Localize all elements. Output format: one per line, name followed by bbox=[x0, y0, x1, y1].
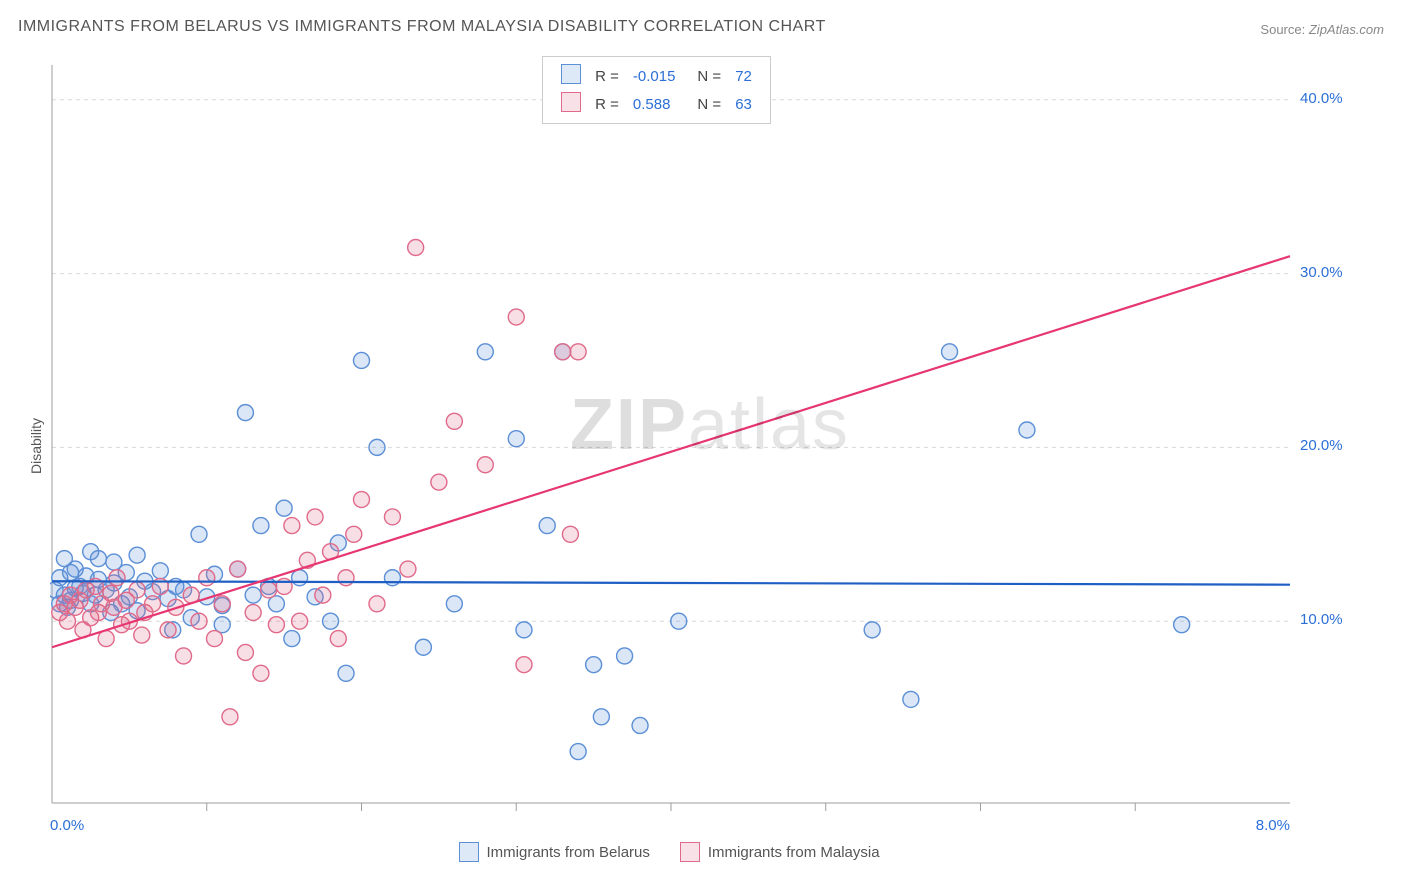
data-point-belarus bbox=[191, 526, 207, 542]
data-point-malaysia bbox=[191, 613, 207, 629]
axis-tick-label: 8.0% bbox=[1256, 817, 1290, 834]
data-point-malaysia bbox=[570, 344, 586, 360]
stat-n-malaysia: 63 bbox=[729, 91, 758, 117]
data-point-belarus bbox=[1019, 422, 1035, 438]
data-point-malaysia bbox=[261, 582, 277, 598]
axis-tick-label: 0.0% bbox=[50, 817, 84, 834]
data-point-malaysia bbox=[508, 309, 524, 325]
data-point-malaysia bbox=[562, 526, 578, 542]
data-point-belarus bbox=[323, 613, 339, 629]
data-point-belarus bbox=[253, 518, 269, 534]
data-point-malaysia bbox=[516, 657, 532, 673]
data-point-belarus bbox=[446, 596, 462, 612]
trend-line-malaysia bbox=[52, 256, 1290, 647]
legend-swatch bbox=[561, 92, 581, 112]
axis-tick-label: 30.0% bbox=[1300, 264, 1343, 281]
data-point-malaysia bbox=[354, 492, 370, 508]
data-point-malaysia bbox=[214, 596, 230, 612]
data-point-malaysia bbox=[400, 561, 416, 577]
axis-tick-label: 10.0% bbox=[1300, 611, 1343, 628]
data-point-malaysia bbox=[330, 631, 346, 647]
data-point-belarus bbox=[586, 657, 602, 673]
bottom-legend: Immigrants from Belarus Immigrants from M… bbox=[459, 842, 880, 862]
data-point-belarus bbox=[152, 563, 168, 579]
data-point-belarus bbox=[864, 622, 880, 638]
data-point-belarus bbox=[354, 352, 370, 368]
data-point-belarus bbox=[369, 439, 385, 455]
data-point-malaysia bbox=[134, 627, 150, 643]
legend-item-malaysia: Immigrants from Malaysia bbox=[680, 842, 880, 862]
data-point-malaysia bbox=[222, 709, 238, 725]
data-point-malaysia bbox=[346, 526, 362, 542]
data-point-malaysia bbox=[230, 561, 246, 577]
data-point-belarus bbox=[632, 717, 648, 733]
scatter-plot bbox=[50, 55, 1350, 835]
source-credit: Source: ZipAtlas.com bbox=[1260, 22, 1384, 37]
data-point-belarus bbox=[1174, 617, 1190, 633]
data-point-belarus bbox=[942, 344, 958, 360]
data-point-malaysia bbox=[284, 518, 300, 534]
data-point-belarus bbox=[593, 709, 609, 725]
legend-swatch bbox=[680, 842, 700, 862]
data-point-belarus bbox=[508, 431, 524, 447]
data-point-malaysia bbox=[206, 631, 222, 647]
data-point-malaysia bbox=[431, 474, 447, 490]
stat-r-belarus: -0.015 bbox=[627, 63, 682, 89]
axis-tick-label: 20.0% bbox=[1300, 437, 1343, 454]
axis-tick-label: 40.0% bbox=[1300, 90, 1343, 107]
data-point-malaysia bbox=[176, 648, 192, 664]
data-point-malaysia bbox=[268, 617, 284, 633]
data-point-malaysia bbox=[555, 344, 571, 360]
data-point-belarus bbox=[276, 500, 292, 516]
data-point-malaysia bbox=[315, 587, 331, 603]
data-point-belarus bbox=[617, 648, 633, 664]
data-point-belarus bbox=[129, 547, 145, 563]
data-point-belarus bbox=[237, 405, 253, 421]
data-point-malaysia bbox=[384, 509, 400, 525]
data-point-malaysia bbox=[408, 240, 424, 256]
source-label: Source: bbox=[1260, 22, 1305, 37]
data-point-belarus bbox=[338, 665, 354, 681]
data-point-belarus bbox=[245, 587, 261, 603]
data-point-malaysia bbox=[338, 570, 354, 586]
legend-label: Immigrants from Malaysia bbox=[708, 844, 880, 861]
data-point-belarus bbox=[477, 344, 493, 360]
data-point-belarus bbox=[284, 631, 300, 647]
data-point-belarus bbox=[292, 570, 308, 586]
data-point-belarus bbox=[903, 691, 919, 707]
data-point-malaysia bbox=[129, 582, 145, 598]
data-point-belarus bbox=[539, 518, 555, 534]
data-point-malaysia bbox=[369, 596, 385, 612]
stat-r-malaysia: 0.588 bbox=[627, 91, 682, 117]
data-point-malaysia bbox=[160, 622, 176, 638]
data-point-malaysia bbox=[307, 509, 323, 525]
data-point-malaysia bbox=[237, 644, 253, 660]
data-point-malaysia bbox=[477, 457, 493, 473]
data-point-malaysia bbox=[109, 570, 125, 586]
data-point-belarus bbox=[671, 613, 687, 629]
trend-line-belarus bbox=[52, 581, 1290, 584]
legend-swatch bbox=[459, 842, 479, 862]
legend-label: Immigrants from Belarus bbox=[487, 844, 650, 861]
chart-title: IMMIGRANTS FROM BELARUS VS IMMIGRANTS FR… bbox=[18, 18, 826, 36]
data-point-malaysia bbox=[245, 605, 261, 621]
data-point-belarus bbox=[570, 744, 586, 760]
data-point-belarus bbox=[516, 622, 532, 638]
data-point-belarus bbox=[384, 570, 400, 586]
data-point-malaysia bbox=[446, 413, 462, 429]
source-value: ZipAtlas.com bbox=[1309, 22, 1384, 37]
legend-swatch bbox=[561, 64, 581, 84]
data-point-malaysia bbox=[253, 665, 269, 681]
stat-n-belarus: 72 bbox=[729, 63, 758, 89]
data-point-belarus bbox=[90, 551, 106, 567]
data-point-belarus bbox=[415, 639, 431, 655]
legend-item-belarus: Immigrants from Belarus bbox=[459, 842, 650, 862]
y-axis-label: Disability bbox=[28, 418, 44, 474]
correlation-stats-box: R =-0.015N =72R =0.588N =63 bbox=[542, 56, 771, 124]
data-point-malaysia bbox=[292, 613, 308, 629]
data-point-malaysia bbox=[145, 596, 161, 612]
data-point-malaysia bbox=[199, 570, 215, 586]
